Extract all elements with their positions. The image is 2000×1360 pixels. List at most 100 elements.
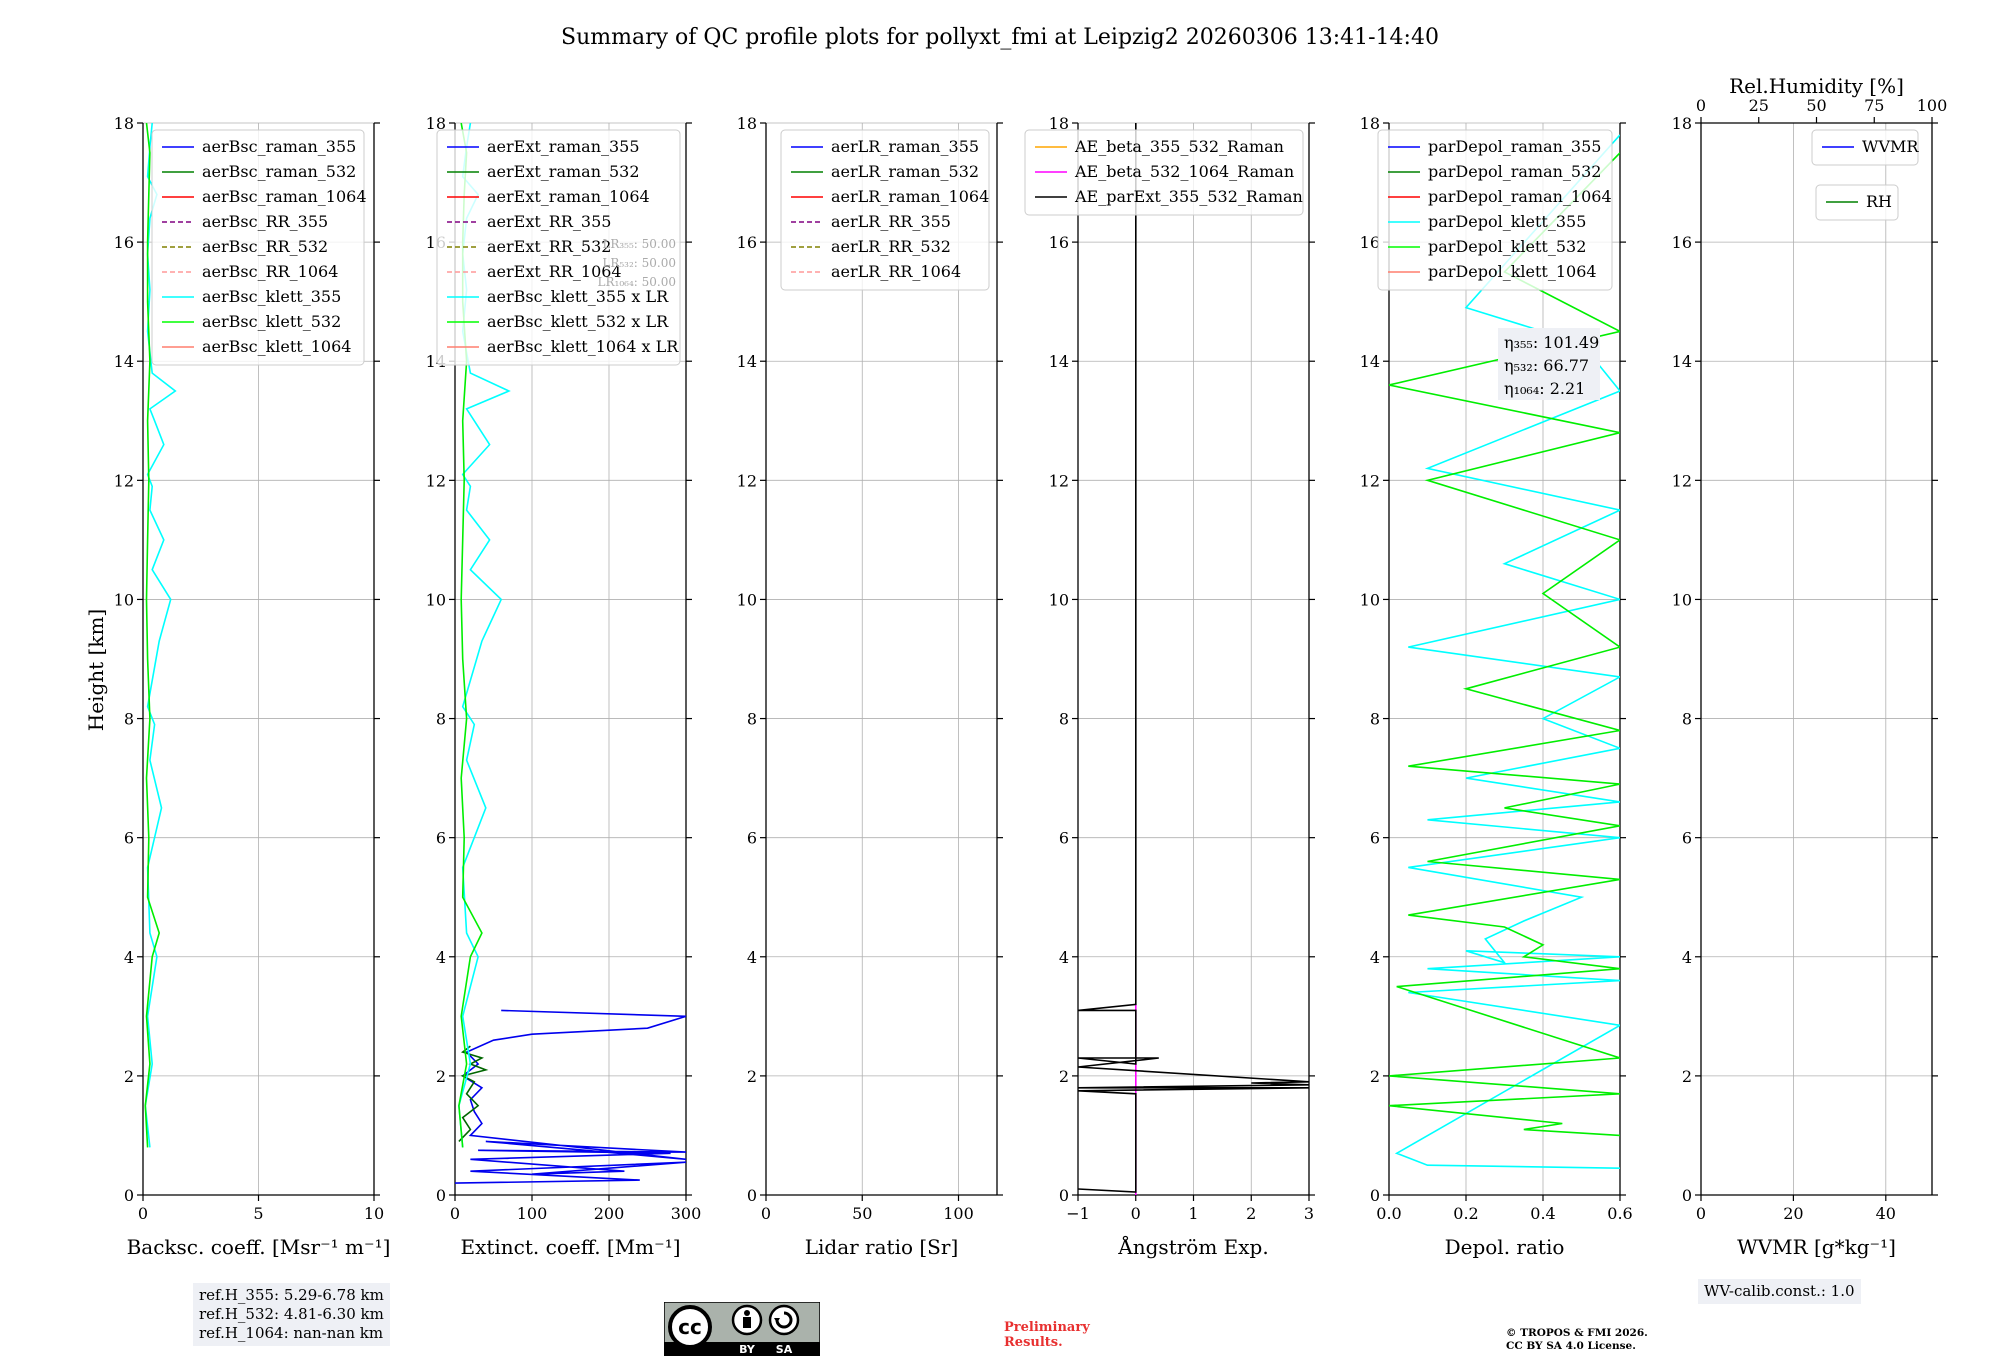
y-tick-label: 18 <box>426 114 446 133</box>
eta-value: η₅₃₂: 66.77 <box>1504 356 1589 375</box>
x-tick-label: 2 <box>1246 1204 1256 1223</box>
y-tick-label: 10 <box>1049 590 1069 609</box>
x-axis-label: Lidar ratio [Sr] <box>805 1235 959 1259</box>
y-tick-label: 0 <box>1370 1186 1380 1205</box>
legend-entry: aerLR_raman_1064 <box>831 187 989 206</box>
y-tick-label: 8 <box>1370 710 1380 729</box>
top-x-tick-label: 0 <box>1696 96 1706 115</box>
x-tick-label: 20 <box>1783 1204 1803 1223</box>
x-tick-label: 200 <box>594 1204 625 1223</box>
y-tick-label: 8 <box>124 710 134 729</box>
legend: aerLR_raman_355 aerLR_raman_532 aerLR_rama… <box>780 129 990 291</box>
y-tick-label: 4 <box>436 948 446 967</box>
y-tick-label: 2 <box>1059 1067 1069 1086</box>
legend: aerBsc_raman_355 aerBsc_raman_532 aerBsc_r… <box>151 129 367 366</box>
top-x-tick-label: 25 <box>1749 96 1769 115</box>
legend-entry: AE_parExt_355_532_Raman <box>1074 187 1303 206</box>
y-tick-label: 10 <box>737 590 757 609</box>
x-tick-label: 100 <box>943 1204 974 1223</box>
x-axis-label: Backsc. coeff. [Msr⁻¹ m⁻¹] <box>127 1235 391 1259</box>
y-tick-label: 14 <box>1360 352 1380 371</box>
legend-entry: parDepol_raman_1064 <box>1428 187 1612 206</box>
eta-value: η₁₀₆₄: 2.21 <box>1504 379 1585 398</box>
legend-entry: aerExt_RR_355 <box>487 212 611 231</box>
legend-entry: aerLR_raman_532 <box>831 162 979 181</box>
x-tick-label: 0 <box>450 1204 460 1223</box>
legend-entry: parDepol_klett_355 <box>1428 212 1586 231</box>
y-tick-label: 16 <box>1672 233 1692 252</box>
legend: WVMR <box>1811 129 1919 166</box>
eta-annotation-box: η₃₅₅: 101.49 η₅₃₂: 66.77 η₁₀₆₄: 2.21 <box>1498 328 1600 400</box>
y-tick-label: 2 <box>124 1067 134 1086</box>
legend-entry: aerBsc_RR_355 <box>202 212 328 231</box>
legend-entry: aerExt_raman_532 <box>487 162 640 181</box>
y-tick-label: 14 <box>1672 352 1692 371</box>
y-tick-label: 10 <box>114 590 134 609</box>
x-axis-label: Ångström Exp. <box>1117 1234 1268 1259</box>
panel-backscatter: 0 2 4 6 8 10 12 14 16 18 0 5 10 Backsc. coeff. [Msr⁻¹… <box>114 114 391 1259</box>
cc-license-badge: cc BY SA <box>664 1302 820 1356</box>
x-tick-label: −1 <box>1066 1204 1090 1223</box>
top-axis-label: Rel.Humidity [%] <box>1729 74 1904 98</box>
preliminary-note: Preliminary Results. <box>1004 1320 1090 1350</box>
legend-entry: aerBsc_klett_1064 <box>202 337 351 356</box>
legend-entry: parDepol_klett_1064 <box>1428 262 1597 281</box>
y-tick-label: 6 <box>124 829 134 848</box>
sa-icon <box>768 1304 800 1336</box>
legend-entry: WVMR <box>1862 137 1919 156</box>
legend-entry: aerBsc_raman_532 <box>202 162 356 181</box>
legend-entry: parDepol_raman_355 <box>1428 137 1601 156</box>
y-tick-label: 4 <box>124 948 134 967</box>
panel-depolarization: 0 2 4 6 8 10 12 14 16 18 0.0 0.2 0.4 0.6 Depol. ratio p… <box>1360 114 1633 1259</box>
legend-entry: aerLR_raman_355 <box>831 137 979 156</box>
wv-calib-box: WV-calib.const.: 1.0 <box>1698 1279 1861 1304</box>
ref-height-1064: ref.H_1064: nan-nan km <box>199 1324 384 1342</box>
y-tick-label: 8 <box>1682 710 1692 729</box>
legend-entry: aerExt_RR_1064 <box>487 262 622 281</box>
legend-entry: aerExt_raman_355 <box>487 137 640 156</box>
y-tick-label: 6 <box>1682 829 1692 848</box>
legend-entry: aerBsc_klett_1064 x LR <box>487 337 679 356</box>
eta-value: η₃₅₅: 101.49 <box>1504 333 1599 352</box>
x-tick-label: 40 <box>1876 1204 1896 1223</box>
series-aerBsc_klett_532 <box>144 123 161 1148</box>
ref-height-532: ref.H_532: 4.81-6.30 km <box>199 1305 384 1323</box>
y-tick-label: 6 <box>1370 829 1380 848</box>
legend-entry: aerExt_RR_532 <box>487 237 611 256</box>
series-parDepol_klett_532 <box>1389 152 1620 1137</box>
copyright-line2: CC BY SA 4.0 License. <box>1506 1340 1636 1352</box>
y-tick-label: 18 <box>1360 114 1380 133</box>
figure-title: Summary of QC profile plots for pollyxt_… <box>561 25 1439 50</box>
legend-entry: aerBsc_raman_1064 <box>202 187 367 206</box>
y-tick-label: 16 <box>737 233 757 252</box>
x-tick-label: 3 <box>1304 1204 1314 1223</box>
x-tick-label: 300 <box>671 1204 702 1223</box>
legend-entry: aerLR_RR_355 <box>831 212 951 231</box>
y-tick-label: 12 <box>114 471 134 490</box>
legend: aerExt_raman_355 aerExt_raman_532 aerExt_r… <box>436 129 681 366</box>
x-tick-label: 0 <box>1131 1204 1141 1223</box>
y-tick-label: 14 <box>1049 352 1069 371</box>
y-tick-label: 10 <box>1672 590 1692 609</box>
y-tick-label: 2 <box>1370 1067 1380 1086</box>
legend-entry: aerBsc_klett_355 x LR <box>487 287 669 306</box>
x-tick-label: 5 <box>253 1204 263 1223</box>
y-tick-label: 8 <box>436 710 446 729</box>
legend-entry: parDepol_klett_532 <box>1428 237 1586 256</box>
y-tick-label: 16 <box>1049 233 1069 252</box>
y-tick-label: 0 <box>1682 1186 1692 1205</box>
legend: AE_beta_355_532_Raman AE_beta_532_1064_Ra… <box>1024 129 1304 216</box>
by-label: BY <box>739 1343 756 1356</box>
y-tick-label: 12 <box>1672 471 1692 490</box>
x-tick-label: 0.4 <box>1530 1204 1555 1223</box>
y-tick-label: 10 <box>426 590 446 609</box>
legend: RH <box>1815 184 1899 221</box>
y-tick-label: 18 <box>1049 114 1069 133</box>
series-aerExt_raman_532 <box>458 1045 489 1142</box>
legend-entry: aerBsc_RR_532 <box>202 237 328 256</box>
y-tick-label: 2 <box>1682 1067 1692 1086</box>
x-tick-label: 0 <box>138 1204 148 1223</box>
x-tick-label: 100 <box>517 1204 548 1223</box>
